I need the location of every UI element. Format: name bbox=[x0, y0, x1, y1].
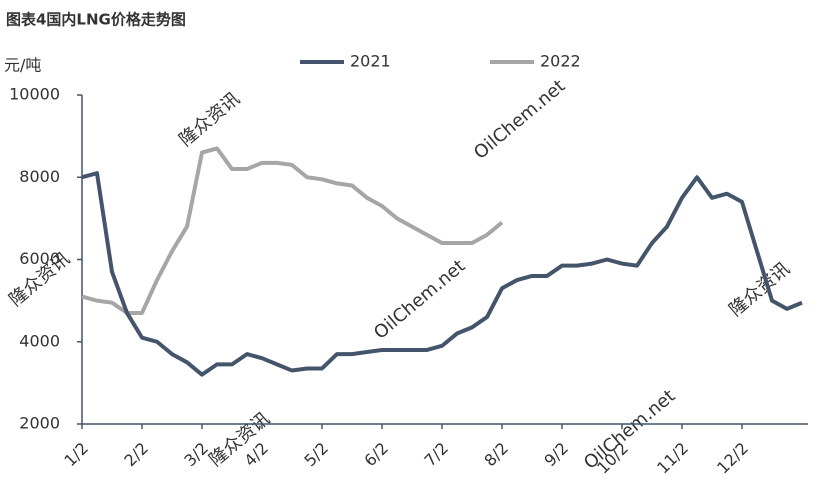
x-tick-label: 7/2 bbox=[420, 439, 452, 471]
chart-title: 图表4国内LNG价格走势图 bbox=[6, 11, 186, 29]
x-tick-label: 11/2 bbox=[653, 439, 692, 478]
x-tick-label: 8/2 bbox=[480, 439, 512, 471]
y-tick-label: 6000 bbox=[19, 249, 60, 268]
y-tick-label: 8000 bbox=[19, 167, 60, 186]
line-series bbox=[81, 171, 803, 377]
x-tick-label: 9/2 bbox=[540, 439, 572, 471]
y-tick-label: 4000 bbox=[19, 331, 60, 350]
y-tick-label: 10000 bbox=[9, 85, 60, 104]
x-tick-label: 2/2 bbox=[120, 439, 152, 471]
x-tick-label: 1/2 bbox=[60, 439, 92, 471]
x-tick-label: 6/2 bbox=[360, 439, 392, 471]
x-tick-label: 3/2 bbox=[180, 439, 212, 471]
x-tick-label: 12/2 bbox=[713, 439, 752, 478]
legend-label: 2022 bbox=[540, 52, 581, 71]
watermark: OilChem.net bbox=[470, 76, 569, 164]
line-series bbox=[81, 146, 504, 315]
y-axis-label: 元/吨 bbox=[4, 56, 41, 75]
watermark: 隆众资讯 bbox=[175, 88, 244, 150]
watermark: 隆众资讯 bbox=[725, 258, 794, 320]
watermark: 隆众资讯 bbox=[205, 408, 274, 470]
legend-label: 2021 bbox=[350, 52, 391, 71]
y-tick-label: 2000 bbox=[19, 414, 60, 433]
watermark: OilChem.net bbox=[370, 256, 469, 344]
x-tick-label: 5/2 bbox=[300, 439, 332, 471]
